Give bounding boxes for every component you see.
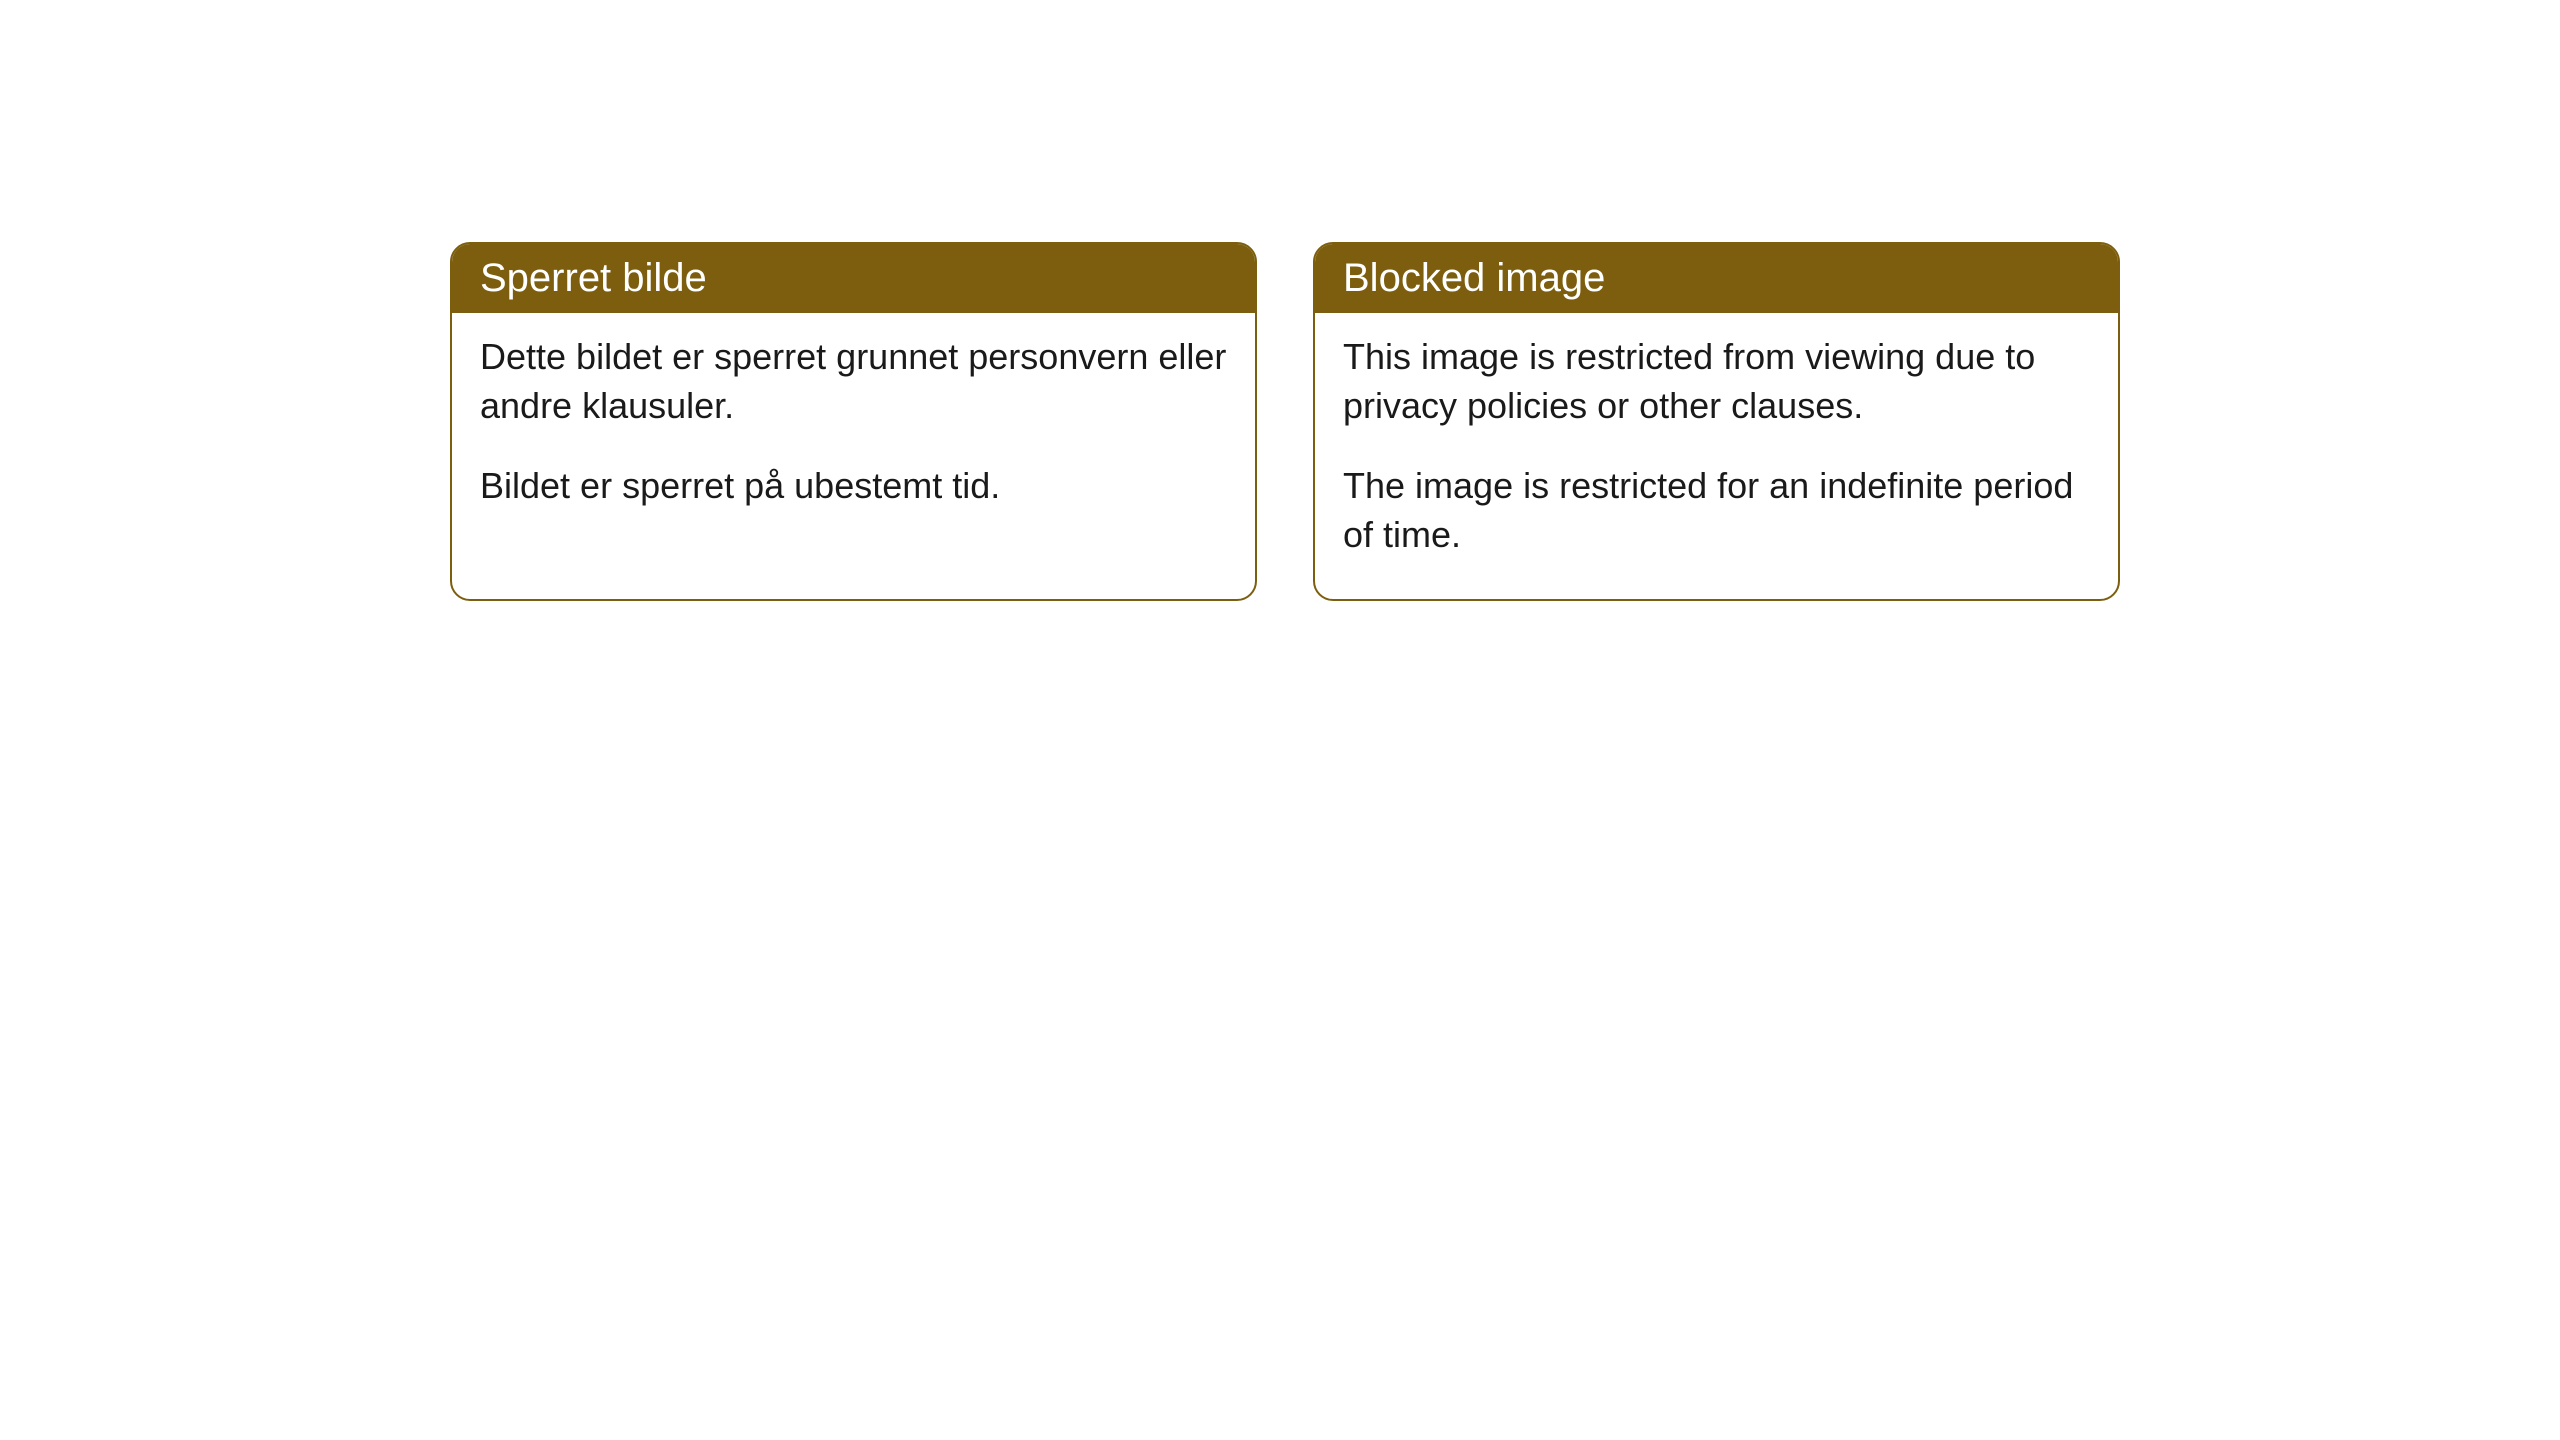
card-title-en: Blocked image xyxy=(1343,256,1605,300)
card-para1-en: This image is restricted from viewing du… xyxy=(1343,333,2090,430)
card-body-no: Dette bildet er sperret grunnet personve… xyxy=(452,313,1255,551)
card-para2-no: Bildet er sperret på ubestemt tid. xyxy=(480,462,1227,511)
card-header-en: Blocked image xyxy=(1315,244,2118,313)
notice-card-no: Sperret bilde Dette bildet er sperret gr… xyxy=(450,242,1257,601)
card-para2-en: The image is restricted for an indefinit… xyxy=(1343,462,2090,559)
notice-cards-container: Sperret bilde Dette bildet er sperret gr… xyxy=(450,242,2120,601)
card-header-no: Sperret bilde xyxy=(452,244,1255,313)
notice-card-en: Blocked image This image is restricted f… xyxy=(1313,242,2120,601)
card-body-en: This image is restricted from viewing du… xyxy=(1315,313,2118,599)
card-para1-no: Dette bildet er sperret grunnet personve… xyxy=(480,333,1227,430)
card-title-no: Sperret bilde xyxy=(480,256,707,300)
